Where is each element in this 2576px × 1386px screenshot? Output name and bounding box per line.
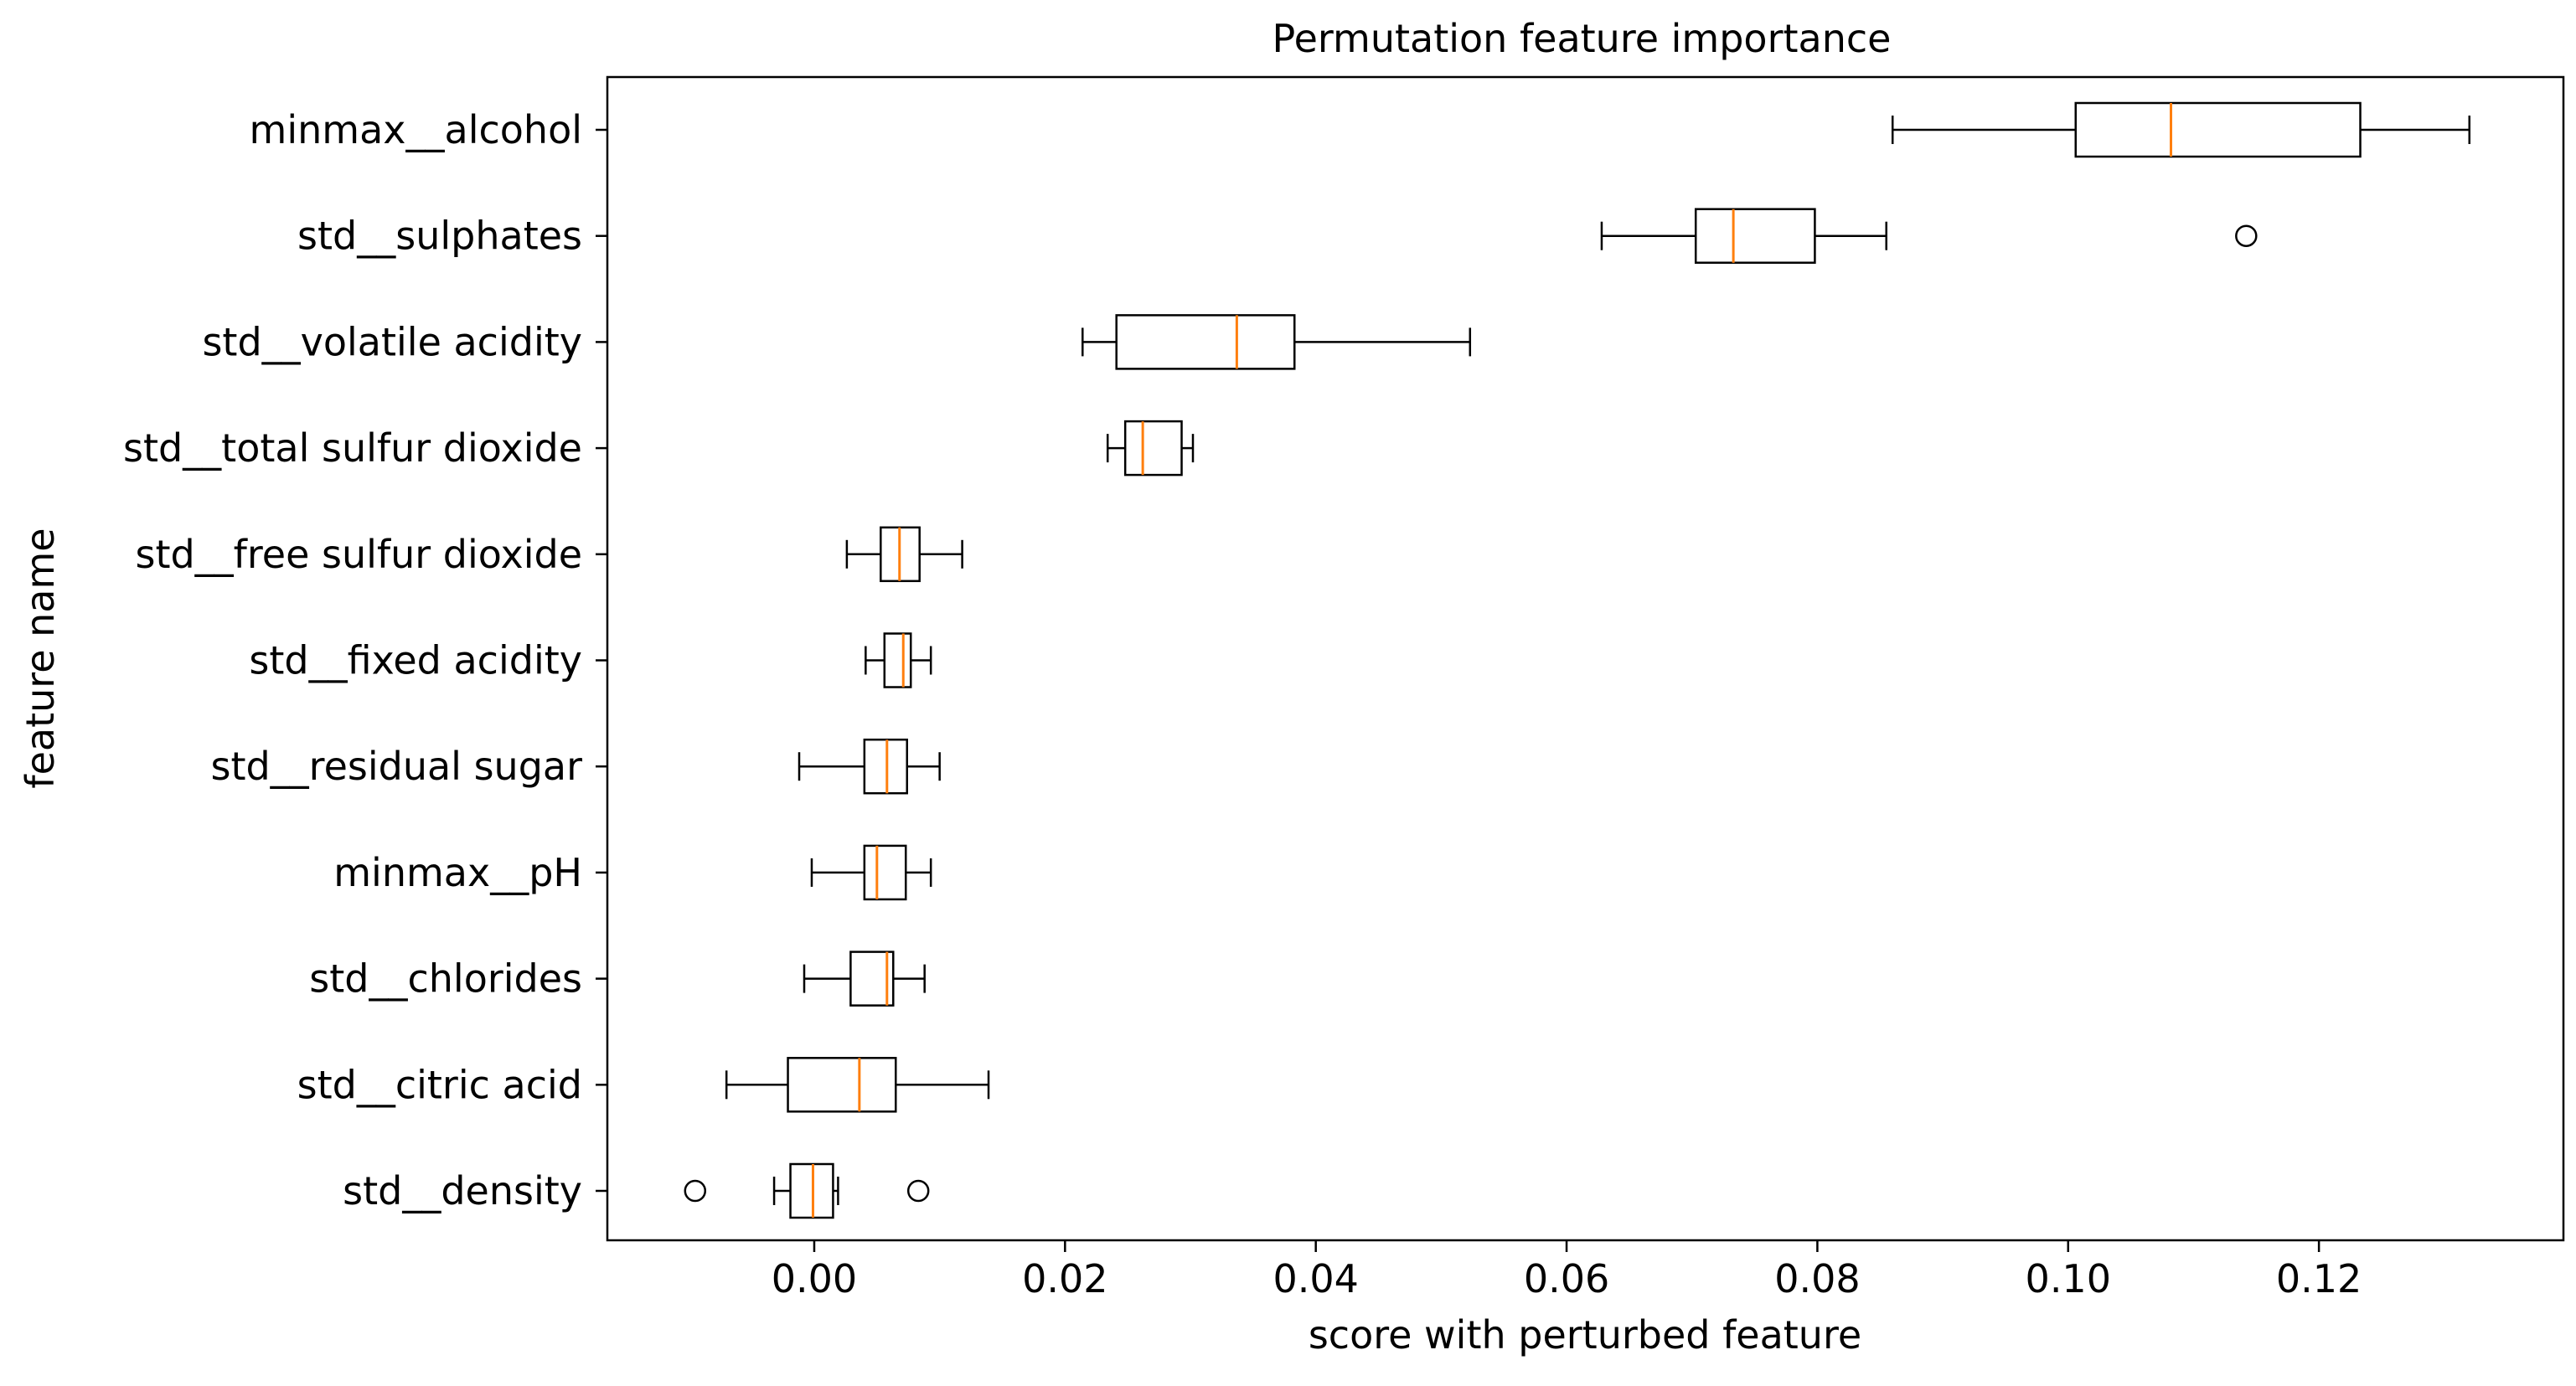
box-1 xyxy=(1600,208,2258,264)
box-6 xyxy=(798,738,941,795)
x-tick-label: 0.12 xyxy=(2276,1256,2362,1301)
box-iqr xyxy=(1694,208,1816,264)
y-tick-label: std__chlorides xyxy=(309,956,582,1002)
box-10 xyxy=(684,1162,930,1219)
x-tick-label: 0.02 xyxy=(1022,1256,1107,1301)
x-axis: 0.00 0.02 0.04 0.06 0.08 0.10 0.12 xyxy=(772,1240,2362,1301)
box-2 xyxy=(1082,314,1472,370)
x-tick-label: 0.06 xyxy=(1524,1256,1609,1301)
y-axis: minmax__alcohol std__sulphates std__volati… xyxy=(123,107,607,1213)
outlier-point xyxy=(684,1179,707,1203)
box-iqr xyxy=(1123,420,1183,477)
y-tick-label: std__residual sugar xyxy=(210,744,582,789)
box-3 xyxy=(1106,420,1195,477)
y-axis-label: feature name xyxy=(18,528,63,788)
box-iqr xyxy=(849,951,895,1007)
box-iqr xyxy=(787,1057,897,1113)
y-tick-label: std__sulphates xyxy=(297,214,582,259)
y-tick-label: minmax__alcohol xyxy=(250,107,582,152)
plot-frame xyxy=(606,75,2565,1242)
chart-title: Permutation feature importance xyxy=(1273,16,1892,61)
box-iqr xyxy=(1115,314,1296,370)
box-iqr xyxy=(883,632,912,688)
outlier-point xyxy=(906,1179,930,1203)
plot-marks xyxy=(684,101,2470,1219)
y-tick-label: std__free sulfur dioxide xyxy=(135,532,582,577)
box-4 xyxy=(845,526,963,583)
x-tick-label: 0.00 xyxy=(772,1256,857,1301)
box-9 xyxy=(725,1057,990,1113)
box-5 xyxy=(865,632,932,688)
x-tick-label: 0.10 xyxy=(2026,1256,2111,1301)
box-8 xyxy=(803,951,926,1007)
y-tick-label: std__density xyxy=(343,1168,582,1213)
x-axis-label: score with perturbed feature xyxy=(1309,1312,1861,1358)
box-iqr xyxy=(863,844,907,901)
y-tick-label: std__fixed acidity xyxy=(249,638,582,683)
y-tick-label: std__total sulfur dioxide xyxy=(123,425,582,471)
x-tick-label: 0.04 xyxy=(1273,1256,1358,1301)
box-7 xyxy=(810,844,932,901)
y-tick-label: std__volatile acidity xyxy=(202,319,582,364)
outlier-point xyxy=(2235,224,2258,247)
y-tick-label: std__citric acid xyxy=(297,1062,582,1107)
x-tick-label: 0.08 xyxy=(1774,1256,1860,1301)
box-0 xyxy=(1891,101,2470,158)
box-iqr xyxy=(2074,101,2362,158)
y-tick-label: minmax__pH xyxy=(333,850,582,895)
